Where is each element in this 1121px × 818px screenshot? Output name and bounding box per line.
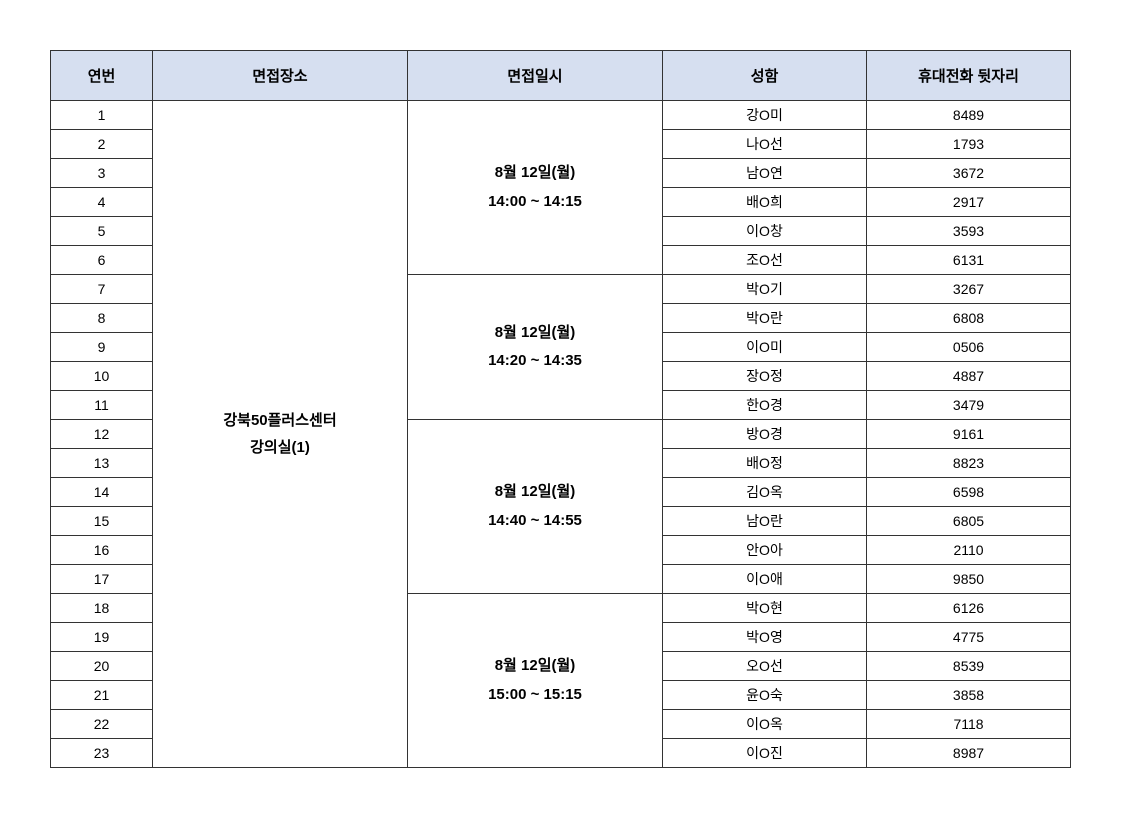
cell-phone: 9850 — [867, 565, 1071, 594]
cell-name: 박O영 — [663, 623, 867, 652]
cell-datetime: 8월 12일(월) 14:20 ~ 14:35 — [408, 275, 663, 420]
cell-num: 3 — [51, 159, 153, 188]
cell-name: 이O옥 — [663, 710, 867, 739]
cell-num: 1 — [51, 101, 153, 130]
cell-phone: 4775 — [867, 623, 1071, 652]
cell-phone: 8489 — [867, 101, 1071, 130]
header-row: 연번 면접장소 면접일시 성함 휴대전화 뒷자리 — [51, 51, 1071, 101]
slot-date: 8월 12일(월) — [495, 483, 576, 500]
cell-num: 13 — [51, 449, 153, 478]
cell-name: 이O진 — [663, 739, 867, 768]
cell-phone: 9161 — [867, 420, 1071, 449]
cell-phone: 3593 — [867, 217, 1071, 246]
cell-num: 11 — [51, 391, 153, 420]
slot-date: 8월 12일(월) — [495, 657, 576, 674]
location-line2: 강의실(1) — [250, 439, 310, 456]
interview-schedule-table: 연번 면접장소 면접일시 성함 휴대전화 뒷자리 1 강북50플러스센터 강의실… — [50, 50, 1071, 768]
cell-name: 김O옥 — [663, 478, 867, 507]
table-body: 1 강북50플러스센터 강의실(1) 8월 12일(월) 14:00 ~ 14:… — [51, 101, 1071, 768]
cell-num: 4 — [51, 188, 153, 217]
cell-phone: 8539 — [867, 652, 1071, 681]
cell-phone: 2917 — [867, 188, 1071, 217]
cell-phone: 6808 — [867, 304, 1071, 333]
cell-num: 8 — [51, 304, 153, 333]
slot-date: 8월 12일(월) — [495, 324, 576, 341]
cell-num: 12 — [51, 420, 153, 449]
cell-name: 배O희 — [663, 188, 867, 217]
cell-num: 7 — [51, 275, 153, 304]
cell-datetime: 8월 12일(월) 14:40 ~ 14:55 — [408, 420, 663, 594]
cell-phone: 6805 — [867, 507, 1071, 536]
cell-num: 17 — [51, 565, 153, 594]
cell-name: 안O아 — [663, 536, 867, 565]
cell-name: 조O선 — [663, 246, 867, 275]
cell-name: 박O현 — [663, 594, 867, 623]
cell-name: 이O미 — [663, 333, 867, 362]
cell-name: 이O창 — [663, 217, 867, 246]
cell-num: 2 — [51, 130, 153, 159]
slot-time: 14:20 ~ 14:35 — [488, 352, 582, 369]
cell-location: 강북50플러스센터 강의실(1) — [153, 101, 408, 768]
slot-time: 14:40 ~ 14:55 — [488, 512, 582, 529]
header-num: 연번 — [51, 51, 153, 101]
table-row: 1 강북50플러스센터 강의실(1) 8월 12일(월) 14:00 ~ 14:… — [51, 101, 1071, 130]
header-name: 성함 — [663, 51, 867, 101]
cell-phone: 3672 — [867, 159, 1071, 188]
cell-phone: 6131 — [867, 246, 1071, 275]
cell-phone: 3479 — [867, 391, 1071, 420]
cell-name: 배O정 — [663, 449, 867, 478]
cell-num: 18 — [51, 594, 153, 623]
cell-name: 방O경 — [663, 420, 867, 449]
cell-num: 15 — [51, 507, 153, 536]
cell-phone: 8823 — [867, 449, 1071, 478]
header-datetime: 면접일시 — [408, 51, 663, 101]
cell-num: 5 — [51, 217, 153, 246]
cell-name: 오O선 — [663, 652, 867, 681]
cell-num: 22 — [51, 710, 153, 739]
cell-num: 10 — [51, 362, 153, 391]
cell-phone: 2110 — [867, 536, 1071, 565]
cell-name: 한O경 — [663, 391, 867, 420]
header-location: 면접장소 — [153, 51, 408, 101]
cell-phone: 8987 — [867, 739, 1071, 768]
cell-datetime: 8월 12일(월) 14:00 ~ 14:15 — [408, 101, 663, 275]
cell-num: 16 — [51, 536, 153, 565]
cell-num: 21 — [51, 681, 153, 710]
slot-time: 14:00 ~ 14:15 — [488, 193, 582, 210]
cell-num: 23 — [51, 739, 153, 768]
header-phone: 휴대전화 뒷자리 — [867, 51, 1071, 101]
cell-name: 강O미 — [663, 101, 867, 130]
cell-phone: 6126 — [867, 594, 1071, 623]
cell-phone: 1793 — [867, 130, 1071, 159]
cell-phone: 0506 — [867, 333, 1071, 362]
cell-name: 나O선 — [663, 130, 867, 159]
cell-name: 장O정 — [663, 362, 867, 391]
cell-num: 6 — [51, 246, 153, 275]
cell-name: 이O애 — [663, 565, 867, 594]
cell-num: 14 — [51, 478, 153, 507]
cell-name: 박O기 — [663, 275, 867, 304]
cell-phone: 4887 — [867, 362, 1071, 391]
cell-name: 남O연 — [663, 159, 867, 188]
cell-name: 박O란 — [663, 304, 867, 333]
cell-name: 남O란 — [663, 507, 867, 536]
cell-name: 윤O숙 — [663, 681, 867, 710]
cell-phone: 7118 — [867, 710, 1071, 739]
location-line1: 강북50플러스센터 — [223, 412, 336, 429]
cell-phone: 6598 — [867, 478, 1071, 507]
slot-date: 8월 12일(월) — [495, 164, 576, 181]
cell-num: 20 — [51, 652, 153, 681]
slot-time: 15:00 ~ 15:15 — [488, 686, 582, 703]
cell-num: 9 — [51, 333, 153, 362]
cell-phone: 3267 — [867, 275, 1071, 304]
cell-phone: 3858 — [867, 681, 1071, 710]
cell-datetime: 8월 12일(월) 15:00 ~ 15:15 — [408, 594, 663, 768]
cell-num: 19 — [51, 623, 153, 652]
